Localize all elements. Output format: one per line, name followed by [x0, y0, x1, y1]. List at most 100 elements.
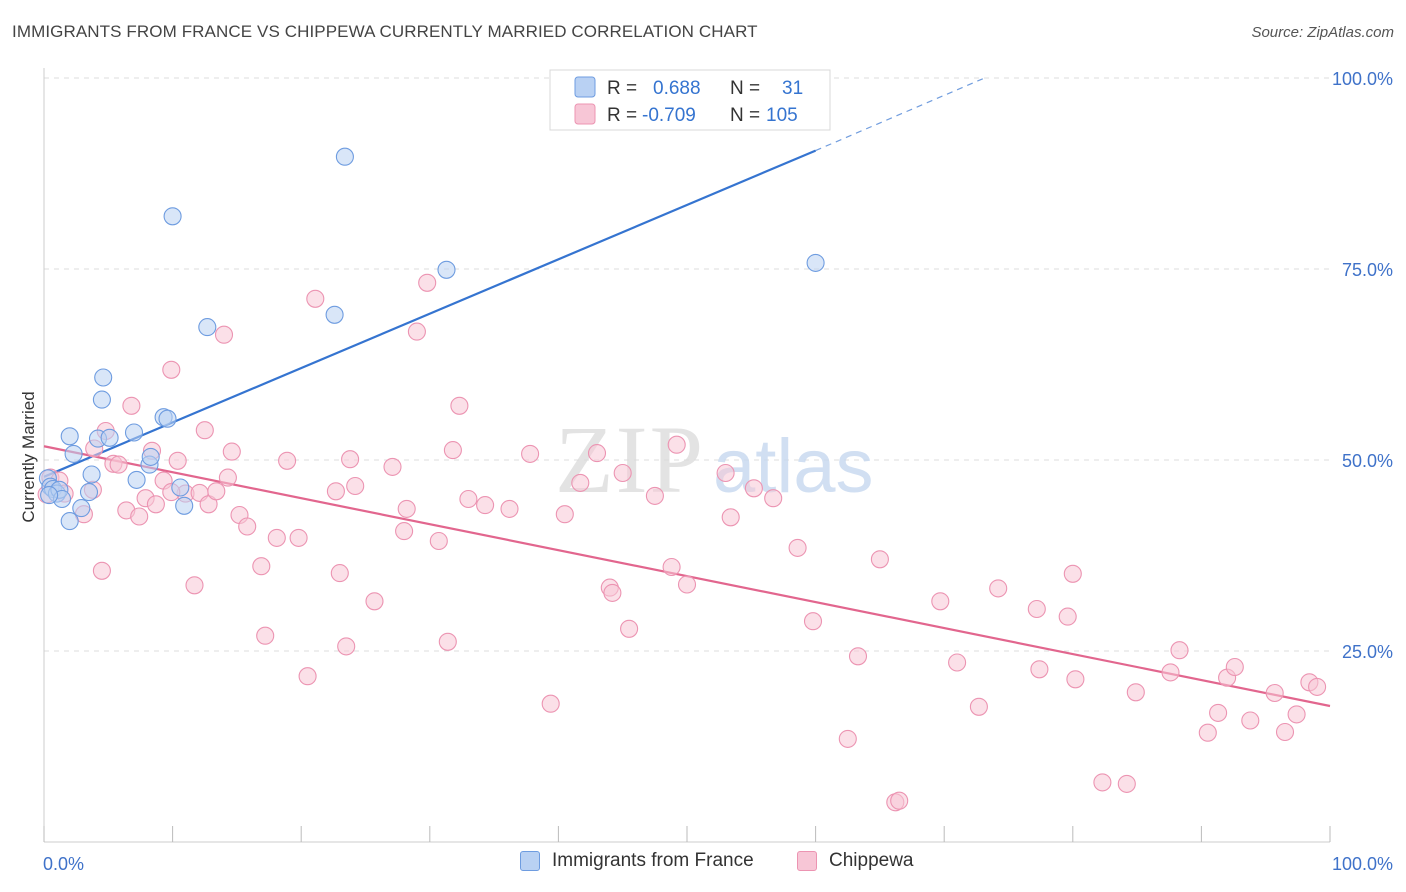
watermark-zip: ZIP	[555, 406, 705, 513]
correlation-legend: R = 0.688 N = 31 R = -0.709 N = 105	[549, 69, 831, 131]
chippewa-point	[222, 442, 241, 461]
chippewa-point	[1170, 641, 1189, 660]
gridlines	[44, 77, 1330, 652]
chippewa-point	[1198, 723, 1217, 742]
chippewa-point	[162, 360, 181, 379]
chippewa-point	[130, 507, 149, 526]
chippewa-point	[383, 457, 402, 476]
chippewa-point	[459, 489, 478, 509]
y-tick-label: 50.0%	[1342, 451, 1393, 471]
y-tick-label: 25.0%	[1342, 642, 1393, 662]
france-point	[100, 428, 119, 447]
chippewa-point	[256, 626, 275, 645]
chippewa-point	[521, 444, 540, 463]
chippewa-point	[238, 517, 257, 536]
chippewa-point	[326, 482, 345, 501]
chippewa-point	[278, 451, 297, 470]
legend-swatch-blue	[574, 76, 596, 98]
chart-title: IMMIGRANTS FROM FRANCE VS CHIPPEWA CURRE…	[12, 22, 758, 41]
chippewa-point	[1265, 683, 1284, 703]
chippewa-point	[92, 561, 111, 580]
legend-swatch-blue	[520, 851, 540, 871]
chippewa-point	[620, 619, 639, 638]
chippewa-point	[476, 496, 495, 515]
watermark-atlas: atlas	[713, 424, 874, 509]
chippewa-point	[1308, 677, 1327, 696]
legend-r-value: 0.688	[653, 78, 701, 99]
chippewa-point	[1126, 683, 1145, 702]
chippewa-point	[438, 632, 457, 651]
chippewa-point	[185, 576, 204, 595]
chippewa-point	[146, 495, 165, 514]
france-point	[198, 318, 217, 337]
chippewa-point	[677, 575, 697, 594]
chippewa-point	[267, 528, 286, 547]
chippewa-point	[429, 531, 448, 551]
france-point	[82, 465, 101, 484]
chippewa-point	[1063, 564, 1082, 583]
chippewa-point	[207, 482, 226, 501]
chippewa-point	[346, 476, 365, 496]
chippewa-point	[500, 499, 519, 518]
chippewa-point	[541, 694, 560, 713]
chippewa-point	[397, 499, 416, 518]
chippewa-point	[298, 667, 317, 686]
y-tick-label: 100.0%	[1332, 69, 1393, 89]
chippewa-point	[1093, 773, 1112, 792]
chippewa-point	[603, 583, 622, 602]
chippewa-point	[337, 637, 356, 656]
x-tick-label: 0.0%	[43, 854, 84, 874]
chippewa-point	[870, 550, 889, 569]
chippewa-point	[365, 592, 384, 611]
france-point	[92, 390, 111, 409]
chippewa-point	[1117, 774, 1136, 793]
chippewa-point	[989, 579, 1008, 598]
legend-r-value: -0.709	[642, 105, 696, 126]
chippewa-point	[252, 557, 271, 576]
france-point	[72, 499, 91, 518]
chippewa-point	[407, 322, 426, 341]
chippewa-point	[122, 396, 141, 415]
x-tick-label: 100.0%	[1332, 854, 1393, 874]
chippewa-point	[788, 538, 807, 557]
chippewa-point	[1058, 607, 1077, 626]
chippewa-point	[890, 791, 909, 810]
france-point	[40, 486, 59, 505]
legend-n-label: N =	[730, 78, 760, 99]
chippewa-point	[645, 486, 664, 505]
france-point	[325, 305, 344, 324]
axes: 25.0% 50.0% 75.0% 100.0% 0.0% 100.0%	[43, 68, 1393, 874]
legend-n-value: 31	[782, 78, 803, 99]
watermark: ZIP atlas	[555, 406, 874, 513]
trend-lines	[43, 78, 1331, 708]
france-point	[124, 423, 144, 442]
france-point	[335, 147, 354, 166]
chippewa-point	[764, 489, 783, 508]
series-legend: Immigrants from France Chippewa	[0, 850, 1406, 880]
chippewa-point	[168, 451, 187, 470]
chippewa-point	[1066, 670, 1085, 689]
france-point	[175, 496, 194, 515]
chippewa-point	[1241, 711, 1260, 730]
chippewa-point	[716, 463, 735, 483]
france-point	[171, 478, 190, 497]
y-tick-label: 75.0%	[1342, 260, 1393, 280]
chippewa-point	[848, 647, 868, 666]
chippewa-point	[803, 612, 823, 631]
chippewa-point	[662, 557, 681, 577]
chippewa-point	[555, 505, 574, 524]
source-credit: Source: ZipAtlas.com	[1251, 24, 1394, 41]
france-point	[806, 253, 825, 272]
chippewa-point	[289, 528, 308, 547]
chippewa-point	[195, 421, 214, 440]
chippewa-point	[450, 396, 469, 415]
chippewa-point	[1275, 722, 1295, 742]
chippewa-point	[931, 592, 950, 611]
chippewa-point	[744, 479, 763, 498]
chippewa-point	[571, 473, 590, 492]
france-point	[64, 444, 83, 463]
legend-box	[549, 69, 831, 131]
legend-r-label: R =	[607, 105, 637, 126]
chippewa-point	[1225, 657, 1244, 677]
